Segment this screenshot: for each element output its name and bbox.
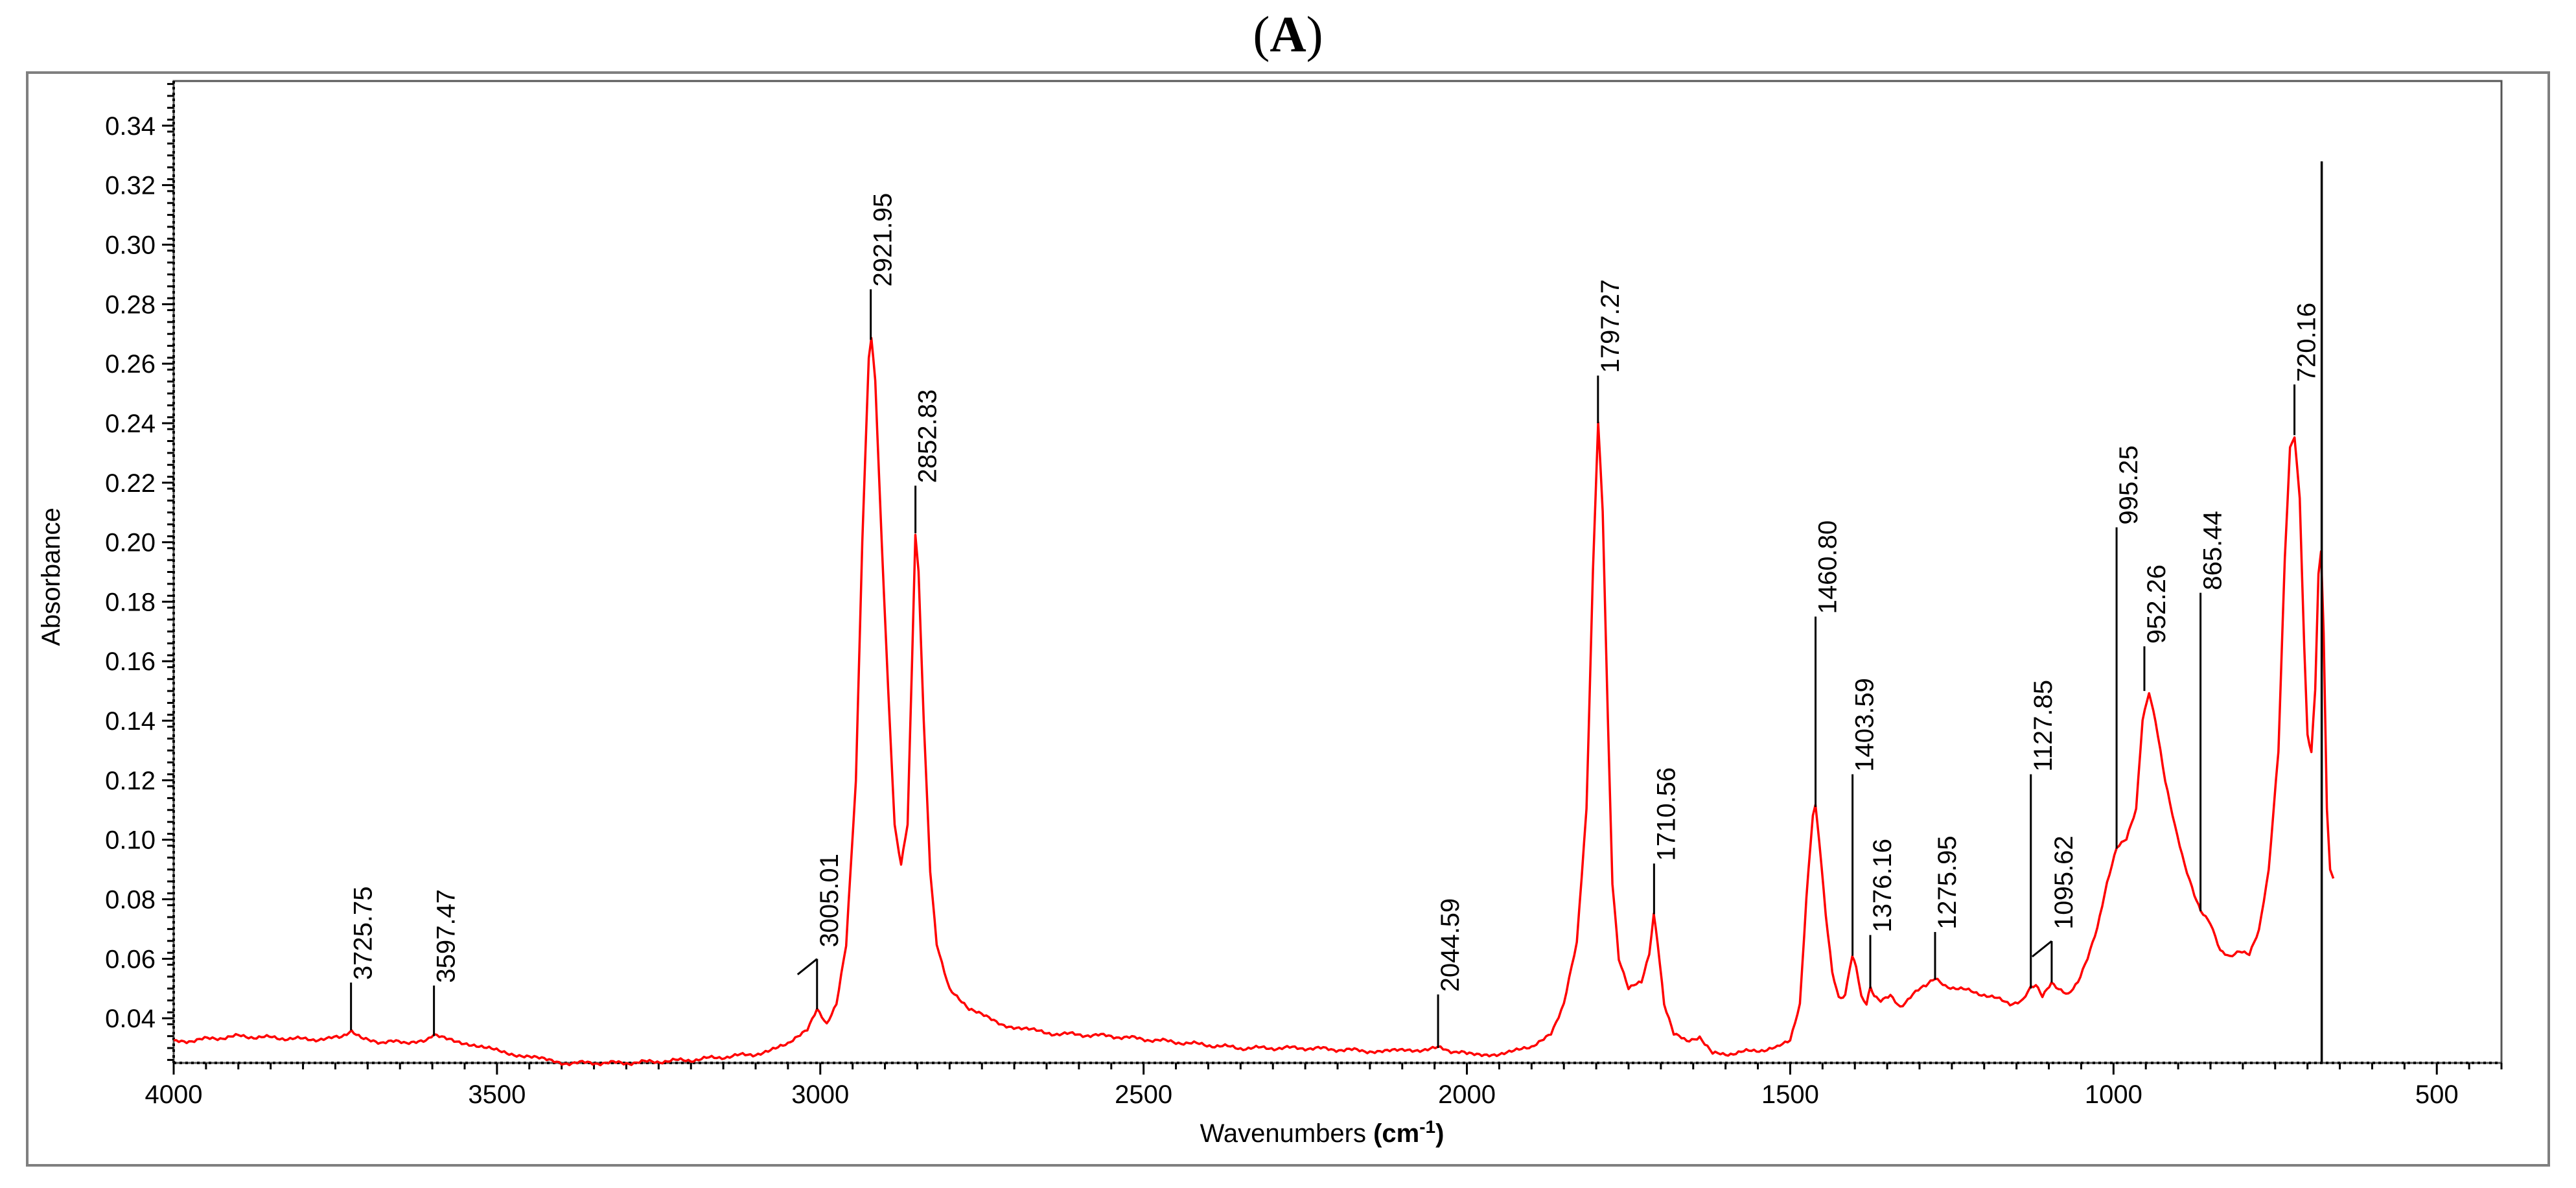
y-tick-label: 0.24 xyxy=(105,410,156,438)
peak-label: 3597.47 xyxy=(432,889,461,983)
peak-label: 1403.59 xyxy=(1851,678,1879,772)
y-tick-label: 0.34 xyxy=(105,112,156,141)
peak-label: 2921.95 xyxy=(869,193,898,287)
y-tick-label: 0.08 xyxy=(105,886,156,914)
series-layer xyxy=(173,336,2335,1067)
peak-label: 1797.27 xyxy=(1596,279,1625,373)
y-tick-label: 0.12 xyxy=(105,767,156,795)
peak-label: 3725.75 xyxy=(349,886,378,980)
peak-label: 1127.85 xyxy=(2029,680,2058,772)
y-tick-label: 0.06 xyxy=(105,945,156,973)
axes: 0.04 0.06 0.08 0.10 0.12 0.14 0.16 0.18 0.20 0.22… xyxy=(105,80,2503,1109)
panel-title: (A) xyxy=(1253,6,1323,62)
x-tick-label: 4000 xyxy=(145,1080,203,1109)
x-tick-label: 1500 xyxy=(1761,1080,1819,1109)
peak-label: 720.16 xyxy=(2293,303,2321,382)
x-axis-title-unit: (cm-1) xyxy=(1373,1117,1444,1148)
panel-label: A xyxy=(1270,6,1306,62)
y-tick-label: 0.16 xyxy=(105,647,156,676)
x-tick-label: 2500 xyxy=(1115,1080,1172,1109)
x-tick-label: 3500 xyxy=(468,1080,526,1109)
peak-label: 2044.59 xyxy=(1436,898,1465,992)
y-tick-label: 0.18 xyxy=(105,588,156,616)
y-tick-label: 0.26 xyxy=(105,350,156,379)
peak-label: 865.44 xyxy=(2199,511,2227,590)
x-axis-title: Wavenumbers (cm-1) xyxy=(1200,1117,1445,1148)
chart-frame xyxy=(26,71,2550,1167)
x-axis-title-text: Wavenumbers xyxy=(1200,1119,1374,1148)
y-tick-label: 0.20 xyxy=(105,529,156,557)
y-tick-label: 0.04 xyxy=(105,1005,156,1033)
peak-label: 995.25 xyxy=(2115,445,2143,524)
y-tick-label: 0.22 xyxy=(105,469,156,498)
y-axis-title: Absorbance xyxy=(37,507,65,646)
y-tick-label: 0.14 xyxy=(105,707,156,736)
peak-label: 1460.80 xyxy=(1814,520,1842,614)
y-tick-label: 0.30 xyxy=(105,231,156,260)
peak-label: 1710.56 xyxy=(1652,767,1680,861)
peak-label: 1095.62 xyxy=(2050,835,2078,929)
x-tick-label: 2000 xyxy=(1438,1080,1496,1109)
peak-leader-line xyxy=(2031,940,2052,958)
y-tick-label: 0.32 xyxy=(105,172,156,200)
peak-label: 2852.83 xyxy=(914,390,942,483)
x-tick-label: 3000 xyxy=(791,1080,849,1109)
peak-label: 3005.01 xyxy=(815,854,844,948)
peak-label: 1275.95 xyxy=(1933,835,1962,929)
x-tick-label: 1000 xyxy=(2085,1080,2142,1109)
series-line xyxy=(173,336,2335,1067)
x-tick-label: 500 xyxy=(2415,1080,2459,1109)
y-tick-label: 0.28 xyxy=(105,290,156,319)
peak-label: 952.26 xyxy=(2142,565,2171,644)
peak-labels: 3725.75 3597.47 3005.01 2921.95 2852.83 2044.… xyxy=(349,161,2323,1063)
peak-leader-line xyxy=(796,958,818,975)
peak-label: 1376.16 xyxy=(1868,839,1897,933)
x-axis-unit-exponent: -1 xyxy=(1419,1117,1435,1137)
y-tick-label: 0.10 xyxy=(105,826,156,855)
